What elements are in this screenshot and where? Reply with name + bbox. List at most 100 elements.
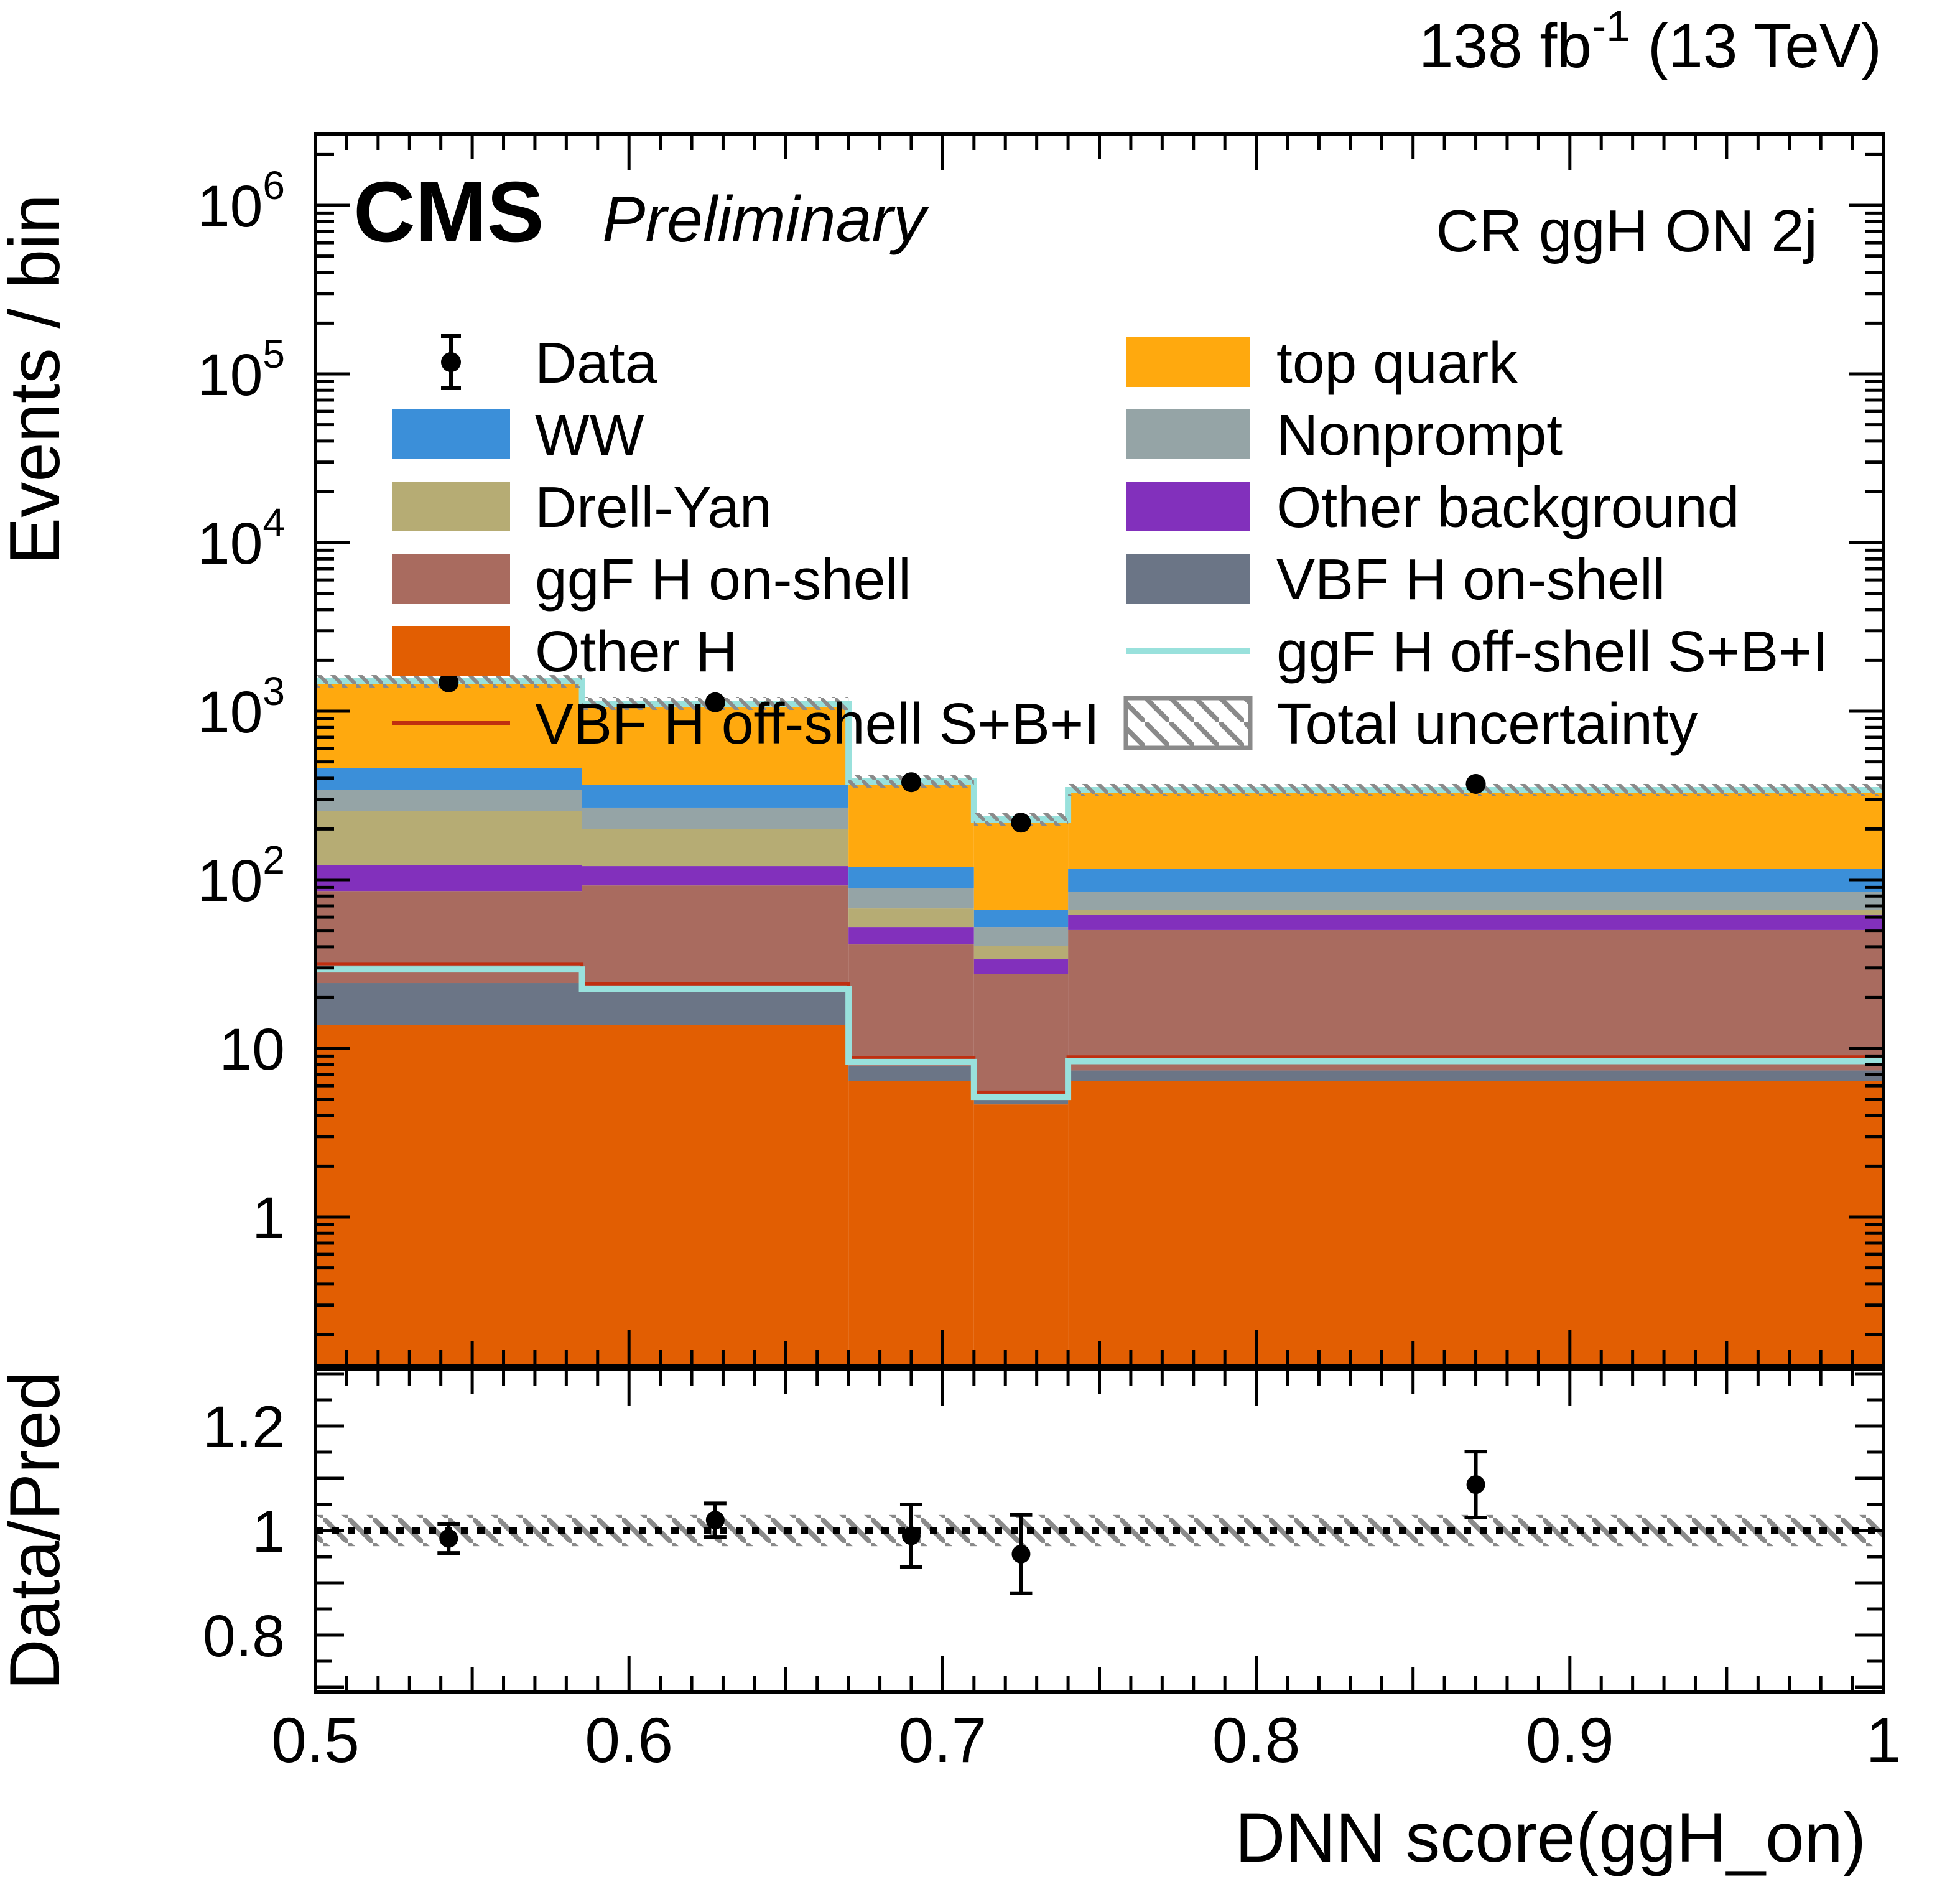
legend-item-drell-yan: Drell-Yan (392, 475, 772, 539)
legend-item-total-uncertainty: Total uncertainty (1123, 691, 1698, 756)
legend-label: WW (535, 403, 644, 467)
legend-data-marker (441, 352, 461, 372)
ratio-data-point (901, 1526, 921, 1545)
stack-segment (582, 704, 849, 785)
stack-segment (315, 811, 582, 865)
stack-series-nonprompt (315, 790, 1883, 946)
x-tick-label: 0.5 (271, 1705, 360, 1776)
main-plot-area (315, 672, 1883, 1366)
legend-item-nonprompt: Nonprompt (1126, 403, 1563, 467)
ratio-data-point (705, 1511, 725, 1530)
y-tick-label: 104 (197, 500, 285, 577)
main-y-ticks (315, 152, 1883, 1336)
legend-item-ggf-h-off-shell-s-b-i: ggF H off-shell S+B+I (1126, 619, 1828, 684)
ratio-data-point (439, 1529, 458, 1548)
stack-segment (582, 807, 849, 829)
stack-series-ww (315, 768, 1883, 928)
stack-segment (1068, 910, 1883, 915)
stack-segment (1068, 1070, 1883, 1081)
stack-series-other_h (315, 1025, 1883, 1366)
legend-item-other-background: Other background (1126, 475, 1739, 539)
stack-segment (848, 1065, 974, 1081)
stack-segment (582, 829, 849, 867)
y-tick-label: 1 (252, 1185, 285, 1251)
stack-series-vbf_h_on_shell (315, 983, 1883, 1105)
legend-hatch-swatch (1123, 696, 1253, 750)
legend-label: Other background (1276, 475, 1739, 539)
stack-segment (973, 819, 1069, 910)
legend-item-data: Data (441, 330, 657, 395)
legend-item-vbf-h-off-shell-s-b-i: VBF H off-shell S+B+I (392, 691, 1100, 756)
data-point (439, 672, 459, 692)
x-tick-label: 0.7 (899, 1705, 987, 1776)
legend-item-ggf-h-on-shell: ggF H on-shell (392, 547, 911, 612)
ratio-y-tick-label: 1 (252, 1499, 285, 1565)
data-point (1011, 813, 1031, 833)
stack-segment (973, 910, 1069, 928)
y-tick-label: 105 (197, 332, 285, 408)
stack-segment (848, 927, 974, 945)
x-tick-label: 1 (1866, 1705, 1902, 1776)
stack-segment (848, 781, 974, 867)
main-panel: 1 10 102 103 104 105 106 (197, 132, 1885, 1368)
legend-label: Other H (535, 619, 738, 684)
stack-segment (1068, 929, 1883, 1071)
overlay-line-ggf_off_shell (315, 966, 1883, 1101)
legend-item-ww: WW (392, 403, 644, 467)
stack-segment (315, 768, 582, 790)
legend-label: Total uncertainty (1276, 691, 1698, 756)
ratio-data-point (1011, 1544, 1031, 1564)
stack-segment (582, 866, 849, 886)
luminosity-label: 138 fb-1 (13 TeV) (1419, 2, 1882, 81)
stack-segment (582, 885, 849, 992)
legend-item-other-h: Other H (392, 619, 738, 684)
legend-swatch (1126, 554, 1250, 604)
legend-swatch (1126, 337, 1250, 387)
stack-segment (973, 1104, 1069, 1366)
stack-segment (848, 867, 974, 888)
stack-segment (315, 865, 582, 892)
data-point (705, 692, 725, 712)
main-x-ticks (314, 134, 1885, 1366)
ratio-axes: 0.8 1 1.2 0.5 0.6 0.7 0.8 0.9 1 (203, 1368, 1902, 1776)
region-label: CR ggH ON 2j (1436, 198, 1818, 264)
x-tick-label: 0.8 (1212, 1705, 1301, 1776)
data-point (1465, 774, 1486, 795)
legend-swatch (1126, 482, 1250, 531)
legend-swatch (392, 626, 510, 676)
stack-series-drell_yan (315, 811, 1883, 960)
ratio-y-tick-label: 0.8 (203, 1603, 285, 1669)
ratio-data-points (437, 1450, 1487, 1595)
y-axis-title-main: Events / bin (0, 194, 75, 565)
legend-swatch (1126, 409, 1250, 459)
stack-segment (973, 959, 1069, 974)
ratio-plot-area (315, 1450, 1883, 1595)
data-point (901, 772, 921, 793)
stack-segment (848, 944, 974, 1066)
stack-segment (973, 946, 1069, 960)
legend-swatch (392, 554, 510, 604)
legend-swatch (392, 482, 510, 531)
stack-segment (973, 974, 1069, 1095)
stack-segment (582, 1025, 849, 1366)
stack-segment (582, 992, 849, 1025)
stack-segment (1068, 915, 1883, 930)
data-points-main (439, 672, 1486, 833)
legend-swatch (392, 409, 510, 459)
legend-item-top-quark: top quark (1126, 330, 1518, 395)
legend-label: Nonprompt (1276, 403, 1563, 467)
ratio-x-ticks (314, 1369, 1885, 1692)
main-y-tick-labels: 1 10 102 103 104 105 106 (197, 163, 285, 1251)
main-axes: 1 10 102 103 104 105 106 (197, 132, 1885, 1368)
stack-segment (1068, 1081, 1883, 1366)
stack-segment (315, 983, 582, 1025)
ratio-y-ticks (315, 1372, 1883, 1689)
x-tick-label: 0.6 (585, 1705, 673, 1776)
x-tick-label: 0.9 (1526, 1705, 1614, 1776)
preliminary-label: Preliminary (602, 184, 929, 256)
ratio-data-point (1466, 1475, 1485, 1494)
stack-segment (582, 785, 849, 808)
stack-segment (1068, 790, 1883, 869)
legend-label: Drell-Yan (535, 475, 772, 539)
legend: Data WW Drell-Yan ggF H on-shell Other H VBF … (392, 330, 1828, 756)
